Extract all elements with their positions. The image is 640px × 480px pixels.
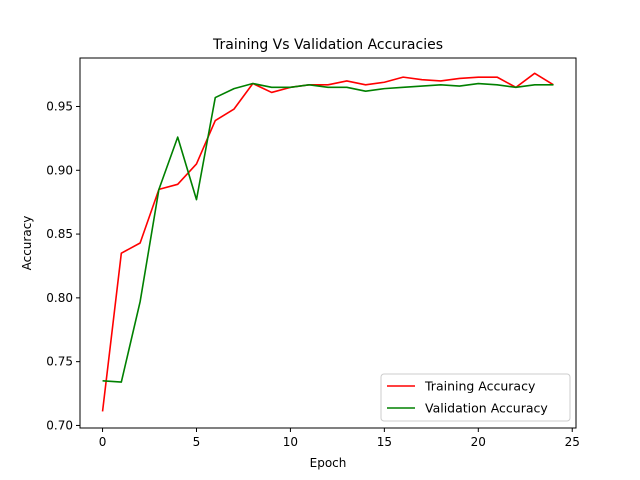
- x-tick-label: 20: [471, 435, 486, 449]
- y-tick-label: 0.90: [46, 163, 73, 177]
- y-axis-label: Accuracy: [20, 216, 34, 271]
- y-tick-label: 0.75: [46, 355, 73, 369]
- x-axis-label: Epoch: [310, 456, 347, 470]
- x-tick-label: 10: [283, 435, 298, 449]
- y-tick-label: 0.85: [46, 227, 73, 241]
- x-tick-label: 25: [565, 435, 580, 449]
- legend-label: Training Accuracy: [424, 379, 536, 394]
- y-tick-label: 0.70: [46, 418, 73, 432]
- x-tick-label: 15: [377, 435, 392, 449]
- x-tick-label: 0: [99, 435, 107, 449]
- legend-box: [380, 373, 571, 422]
- plot-area: [101, 72, 554, 412]
- y-tick-label: 0.80: [46, 291, 73, 305]
- series-line-training: [101, 72, 554, 412]
- legend-label: Validation Accuracy: [425, 401, 548, 416]
- axes-frame: [79, 57, 577, 429]
- chart-title: Training Vs Validation Accuracies: [212, 37, 443, 53]
- series-line-validation: [102, 82, 554, 383]
- x-tick-label: 5: [193, 435, 201, 449]
- y-tick-label: 0.95: [46, 99, 73, 113]
- legend: Training Accuracy Validation Accuracy: [380, 373, 571, 422]
